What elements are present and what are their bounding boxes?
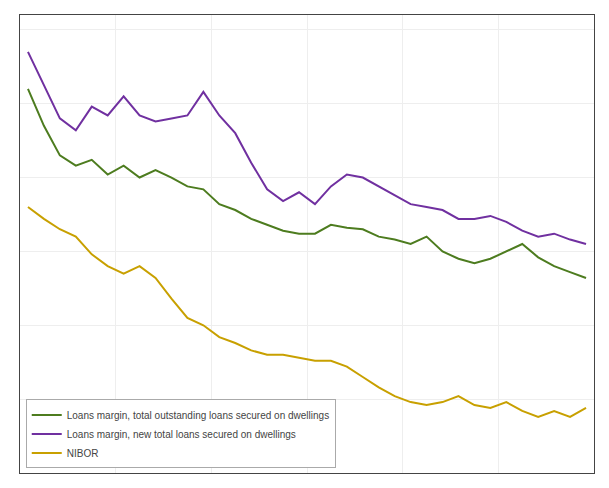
svg-text:Loans margin, total outstandin: Loans margin, total outstanding loans se…	[67, 410, 329, 421]
svg-text:NIBOR: NIBOR	[67, 448, 99, 459]
svg-text:Loans margin, new total loans: Loans margin, new total loans secured on…	[67, 429, 296, 440]
